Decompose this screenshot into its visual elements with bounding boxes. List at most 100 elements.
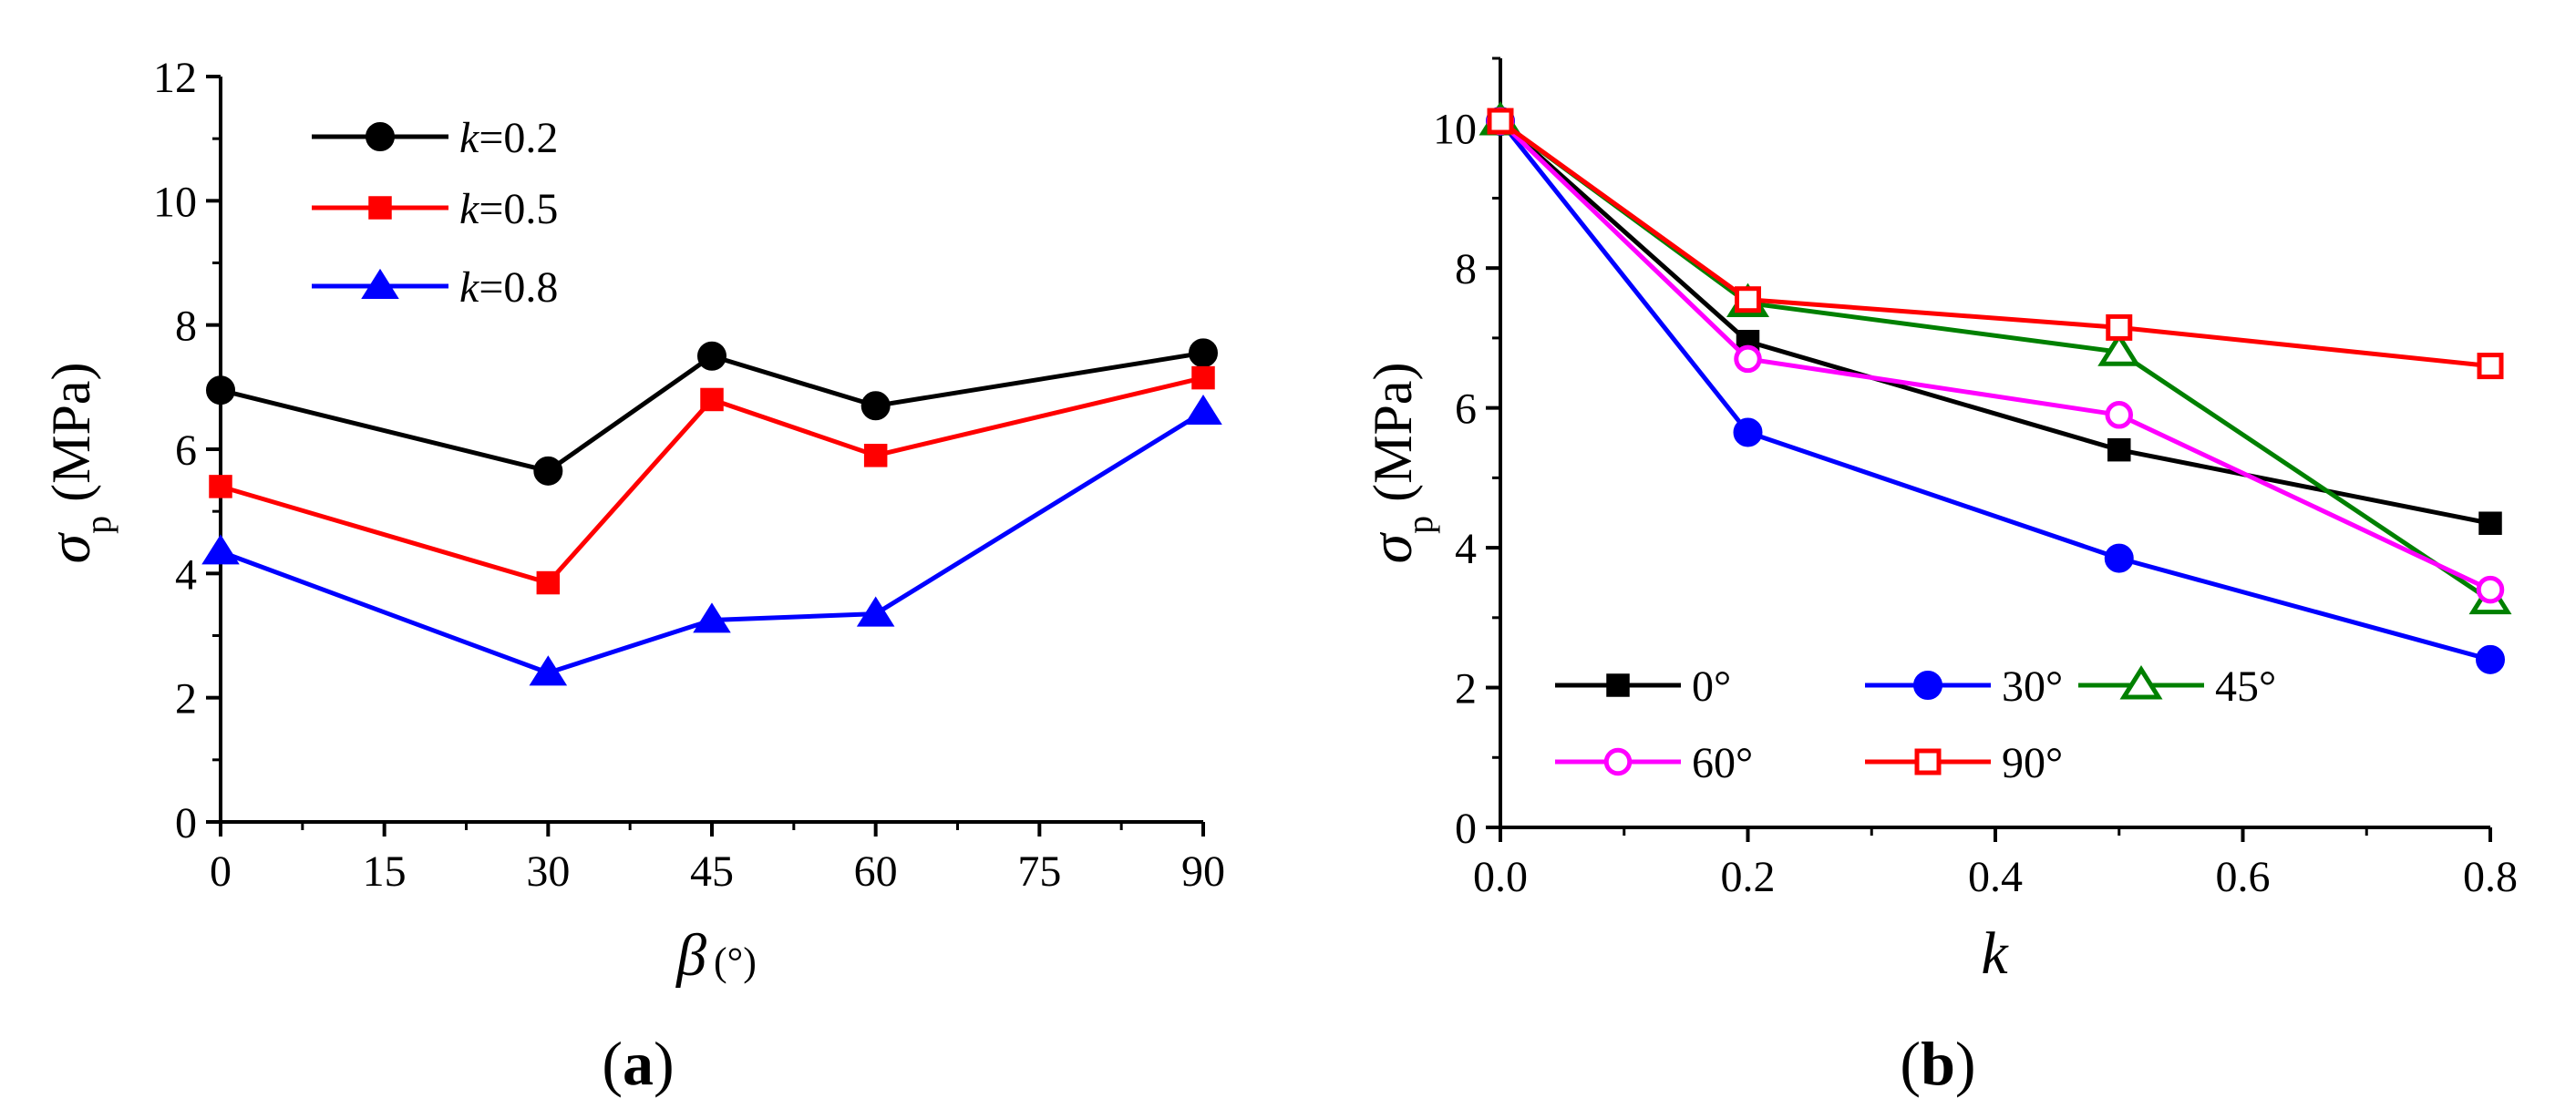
chart-a-legend-marker [366,122,395,151]
chart-a-series-0-point [533,456,563,486]
chart-b-legend-marker [1606,673,1630,697]
chart-b-legend-marker [1603,747,1633,776]
chart-a-ytick-label: 12 [153,54,197,102]
chart-a-xtick-label: 90 [1181,847,1225,896]
chart-b-legend: 0° 30° 45° 60° 90° [1555,662,2276,787]
chart-b-xtick-label: 0.2 [1721,853,1776,901]
chart-a-series-1-point [209,475,232,498]
chart-a-ytick-label: 6 [175,426,197,475]
chart-b-series-2-point [2097,332,2141,366]
chart-a-ticks: 0 15 30 45 60 75 90 0 2 4 6 8 10 12 [153,54,1225,896]
chart-b-ytick-label: 0 [1455,805,1477,853]
chart-a-series-0-point [1189,338,1218,368]
chart-a-series-1 [209,365,1215,595]
chart-a-ytick-label: 4 [175,550,197,599]
chart-a-legend-label: k=0.8 [459,263,558,312]
chart-b: 0.0 0.2 0.4 0.6 0.8 0 2 4 6 8 10 0° 30° 45° 60° 90° σp… [1358,56,2518,1098]
chart-b-legend-item: 45° [2078,662,2276,711]
chart-a-series-2-point [693,602,731,633]
chart-b-series [1479,101,2512,674]
chart-a-legend-item: k=0.5 [312,185,558,233]
chart-a-legend-val: =0.2 [479,114,558,162]
chart-b-legend-item: 0° [1555,662,1731,711]
chart-a-series-1-point [536,570,561,595]
chart-a-series-2-point [856,596,895,627]
chart-a-xlabel-unit: (°) [714,939,757,984]
chart-a-panel-label: (a) [602,1029,674,1098]
chart-b-xlabel: k [1981,920,2009,987]
chart-a-series-0-point [697,341,726,371]
chart-a-series [201,338,1222,686]
chart-a-ytick-label: 2 [175,675,197,724]
chart-b-legend-label: 45° [2215,662,2276,711]
chart-a-ylabel-symbol: σ [36,531,103,563]
chart-b-legend-label: 0° [1692,662,1731,711]
chart-a-ylabel-unit: (MPa) [41,363,101,516]
chart-a-ylabel: σp (MPa) [36,363,118,564]
chart-a-legend-marker [368,196,392,220]
chart-b-ytick-label: 10 [1433,106,1477,154]
chart-b-xtick-label: 0.0 [1473,853,1528,901]
chart-a-series-1-point [863,444,888,467]
chart-b-xlabel-symbol: k [1981,920,2009,987]
chart-b-ylabel-unit: (MPa) [1363,363,1423,516]
chart-b-legend-label: 30° [2002,662,2063,711]
chart-a-series-2 [201,394,1222,686]
chart-a-legend-marker [361,268,399,299]
chart-a-series-0-point [206,375,235,406]
chart-a-series-2-point [529,655,568,686]
chart-b-legend-marker [1914,748,1942,775]
chart-b-xtick-label: 0.8 [2463,853,2518,901]
chart-a-legend-val: =0.8 [479,263,558,312]
chart-b-ylabel-symbol: σ [1358,531,1425,563]
chart-b-ylabel-subscript: p [1399,516,1440,534]
chart-b-ticks: 0.0 0.2 0.4 0.6 0.8 0 2 4 6 8 10 [1433,56,2518,901]
chart-a-series-1-point [1191,365,1215,390]
chart-b-panel-label: (b) [1900,1029,1975,1098]
chart-a-series-0 [206,338,1218,486]
chart-b-series-3-point [2105,401,2133,429]
chart-b-legend-item: 60° [1555,739,1753,787]
chart-b-ylabel: σp (MPa) [1358,363,1440,564]
chart-a-ytick-label: 8 [175,303,197,351]
chart-b-series-4-point [1487,108,1514,135]
chart-a-xlabel: β (°) [675,922,757,989]
chart-b-legend-label: 90° [2002,739,2063,787]
chart-a-series-2-point [1184,394,1222,426]
chart-b-legend-marker [2119,665,2163,700]
chart-b-series-4-point [2106,313,2133,341]
chart-b-series-4 [1487,108,2504,380]
chart-a-xlabel-symbol: β [675,922,706,989]
chart-b-series-0-point [2478,511,2502,535]
chart-a-ytick-label: 0 [175,799,197,847]
chart-a-legend-label: k=0.5 [459,185,558,233]
chart-b-ytick-label: 6 [1455,385,1477,434]
chart-a-legend-val: =0.5 [479,185,558,233]
chart-b-ytick-label: 4 [1455,525,1477,573]
chart-b-series-1-point [2476,644,2505,674]
chart-a-xtick-label: 15 [363,847,407,896]
chart-b-series-3-line [1499,119,2492,592]
chart-b-ytick-label: 2 [1455,665,1477,713]
chart-a-legend-var: k [459,114,480,162]
chart-b-series-4-line [1499,119,2491,369]
chart-b-series-4-point [2477,353,2504,380]
chart-a-panel-letter: a [623,1029,654,1098]
chart-a-xtick-label: 0 [210,847,232,896]
chart-a-legend: k=0.2k=0.5k=0.8 [312,114,558,312]
chart-a-xtick-label: 45 [690,847,734,896]
chart-a-legend-var: k [459,185,480,233]
chart-b-series-4-point [1735,286,1761,313]
chart-b-series-1-point [2104,543,2134,573]
chart-a-legend-label: k=0.2 [459,114,558,162]
chart-b-panel-letter: b [1921,1029,1955,1098]
chart-a-legend-var: k [459,263,480,312]
chart-b-series-3-point [1734,344,1762,374]
chart-b-series-1-point [1733,417,1763,447]
chart-a-ylabel-subscript: p [77,516,118,534]
chart-a-series-0-point [860,391,891,421]
chart-b-series-3-point [2476,575,2505,604]
